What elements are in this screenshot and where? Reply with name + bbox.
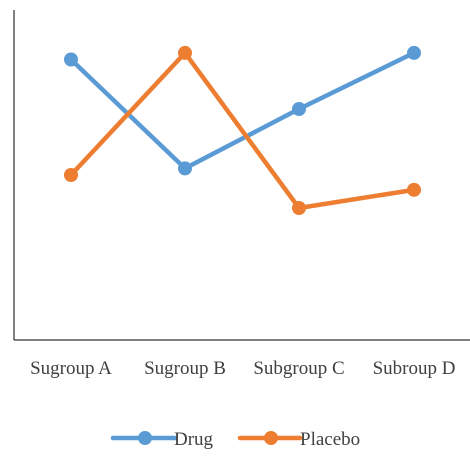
data-point-drug-sugroup-b bbox=[178, 161, 192, 176]
legend-label-placebo: Placebo bbox=[300, 429, 360, 450]
legend-label-drug: Drug bbox=[174, 429, 214, 450]
legend-item-placebo: Placebo bbox=[237, 429, 360, 450]
data-point-placebo-sugroup-b bbox=[178, 45, 192, 60]
data-point-placebo-subroup-d bbox=[407, 182, 421, 197]
legend-marker-drug bbox=[138, 431, 152, 445]
series-layer bbox=[64, 45, 421, 215]
legend: Drug Placebo bbox=[110, 429, 360, 450]
x-tick-label-subgroup-c: Subgroup C bbox=[253, 358, 344, 379]
x-tick-labels: Sugroup A Sugroup B Subgroup C Subroup D bbox=[30, 358, 455, 379]
data-point-placebo-sugroup-a bbox=[64, 168, 78, 182]
data-point-drug-sugroup-a bbox=[64, 52, 78, 67]
x-tick-label-sugroup-a: Sugroup A bbox=[30, 358, 112, 379]
data-point-drug-subroup-d bbox=[407, 45, 421, 60]
series-line-drug bbox=[68, 50, 417, 171]
series-line-placebo bbox=[68, 50, 417, 211]
legend-item-drug: Drug bbox=[110, 429, 214, 450]
x-tick-label-sugroup-b: Sugroup B bbox=[144, 358, 226, 379]
legend-marker-placebo bbox=[264, 431, 278, 445]
x-tick-label-subroup-d: Subroup D bbox=[373, 358, 456, 379]
data-point-drug-subgroup-c bbox=[292, 102, 306, 116]
data-point-placebo-subgroup-c bbox=[292, 201, 306, 215]
